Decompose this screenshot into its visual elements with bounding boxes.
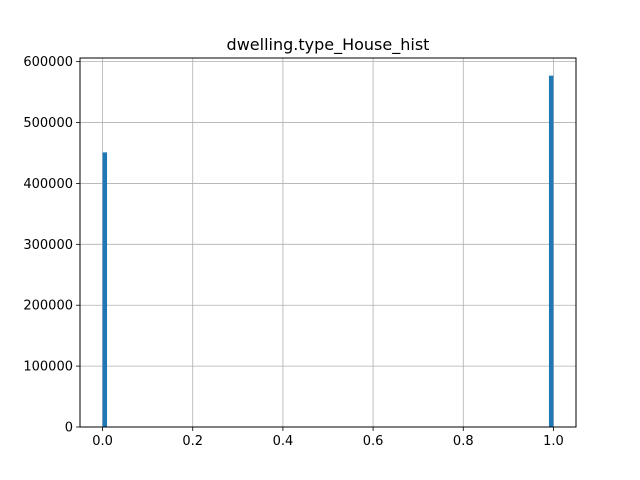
y-tick-label: 500000	[23, 116, 73, 131]
x-tick-label: 0.0	[92, 434, 113, 449]
histogram-bars	[102, 75, 554, 427]
x-axis: 0.0 0.2 0.4 0.6 0.8 1.0	[92, 427, 564, 449]
x-tick-label: 0.8	[453, 434, 474, 449]
x-tick-label: 0.4	[273, 434, 294, 449]
x-tick-label: 0.6	[363, 434, 384, 449]
plot-frame	[79, 57, 577, 428]
y-tick-label: 400000	[23, 177, 73, 192]
y-tick-label: 100000	[23, 360, 73, 375]
x-tick-label: 1.0	[543, 434, 564, 449]
y-tick-label: 300000	[23, 238, 73, 253]
histogram-bar	[102, 152, 108, 427]
histogram-bar	[548, 75, 554, 427]
y-tick-label: 200000	[23, 299, 73, 314]
x-tick-label: 0.2	[182, 434, 203, 449]
y-axis: 0 100000 200000 300000 400000 500000 600000	[23, 55, 80, 436]
y-tick-label: 600000	[23, 55, 73, 70]
chart-title: dwelling.type_House_hist	[227, 35, 430, 55]
y-tick-label: 0	[65, 421, 73, 436]
